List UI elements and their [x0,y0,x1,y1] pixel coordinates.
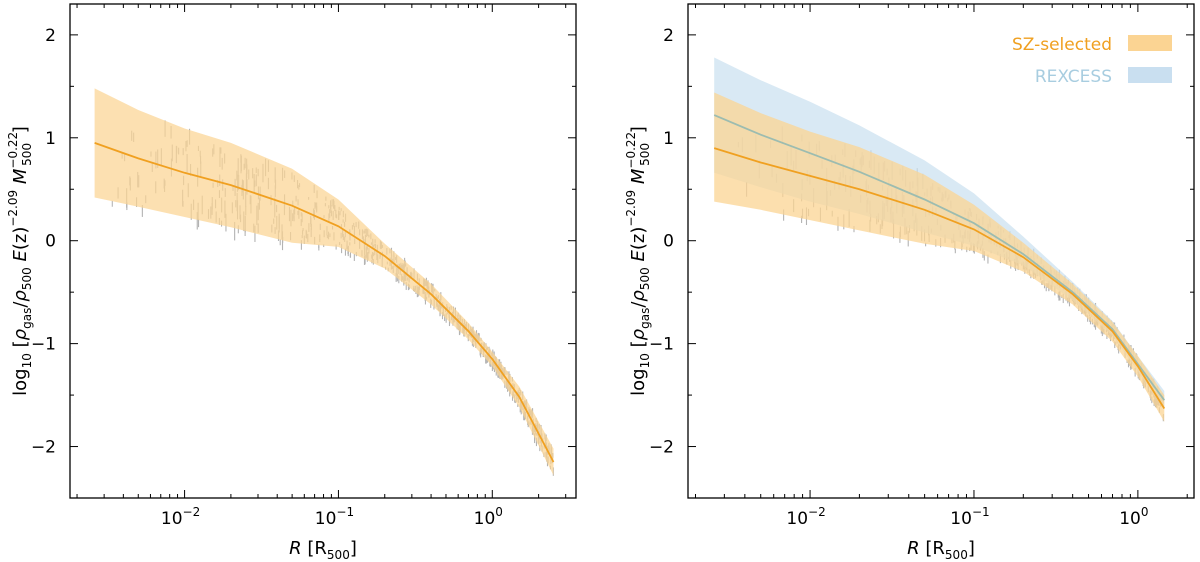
y-tick-label: 2 [663,26,674,46]
axes-frame [687,3,1195,499]
sz-line [713,147,1166,409]
x-tick-label: 10−2 [161,505,200,529]
y-tick-label: −1 [649,335,674,355]
y-axis-title: log10 [ρgas/ρ500 E(z)−2.09 M−0.22500 ] [6,126,34,396]
x-ticks [76,4,567,498]
y-ticks [688,34,1194,499]
y-tick-label: 0 [45,232,56,252]
y-tick-label: 2 [45,26,56,46]
x-tick-label: 10−1 [315,505,354,529]
legend: SZ-selected REXCESS [1012,35,1172,87]
sz-line [94,142,555,463]
y-axis-title-text: log10 [ρgas/ρ500 E(z)−2.09 M−0.22500 ] [624,126,652,396]
x-tick-label: 10−1 [950,505,989,529]
legend-label-rexcess: REXCESS [1035,67,1112,87]
x-tick-label: 10−2 [786,505,825,529]
sz-band [94,88,554,476]
axes-frame [69,3,577,499]
plot-area [94,88,555,476]
x-tick-label: 100 [474,505,503,529]
x-axis-title: R [R500] [289,538,357,562]
y-axis-title-text: log10 [ρgas/ρ500 E(z)−2.09 M−0.22500 ] [6,126,34,396]
y-tick-label: −1 [31,335,56,355]
y-tick-label: 0 [663,232,674,252]
y-tick-label: −2 [31,438,56,458]
y-tick-label: −2 [649,438,674,458]
plot-area [713,57,1166,422]
y-ticks [70,34,576,499]
legend-swatch-rexcess [1128,67,1172,83]
rexcess-line [713,114,1166,401]
y-tick-label: 1 [45,129,56,149]
legend-swatch-sz [1128,35,1172,51]
sz-band [714,92,1165,422]
y-tick-label: 1 [663,129,674,149]
x-ticks [694,4,1188,498]
x-tick-label: 100 [1119,505,1148,529]
legend-label-sz: SZ-selected [1012,35,1112,55]
y-axis-title: log10 [ρgas/ρ500 E(z)−2.09 M−0.22500 ] [624,126,652,396]
x-axis-title: R [R500] [907,538,975,562]
